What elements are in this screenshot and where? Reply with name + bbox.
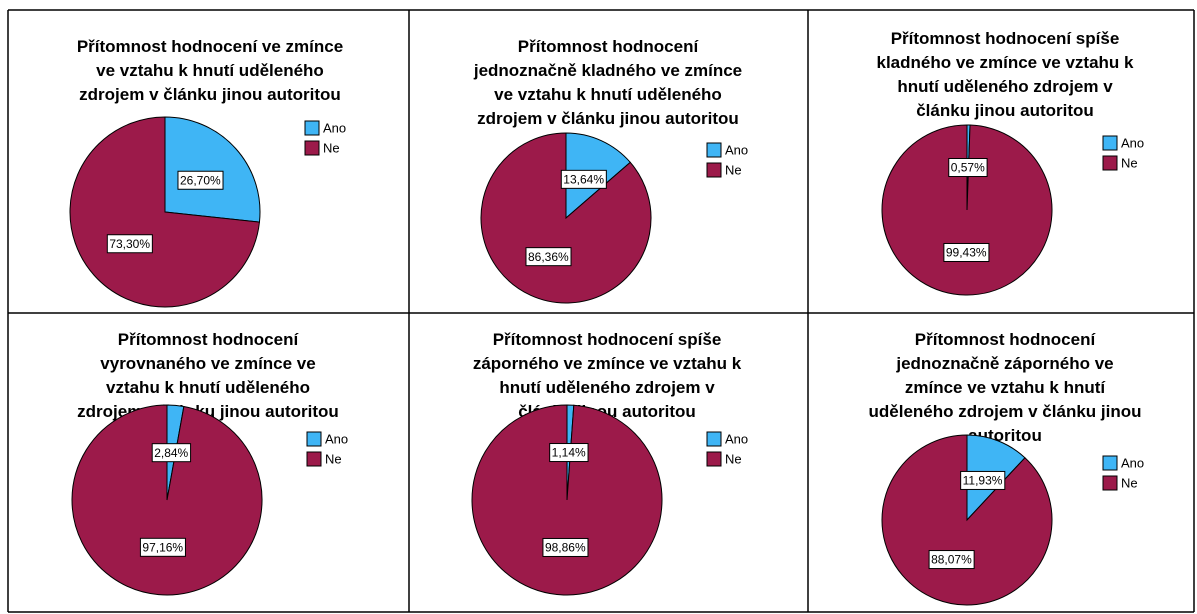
value-label-box: [943, 242, 990, 262]
legend-text: Ne: [725, 451, 742, 466]
legend-swatch: [706, 162, 722, 178]
value-label: 26,70%: [180, 173, 221, 187]
value-label: 2,84%: [154, 446, 188, 460]
legend-text: Ano: [1121, 135, 1144, 150]
chart-title: Přítomnost hodnocení ve zmínce ve vztahu …: [77, 37, 343, 104]
pie-slice: [881, 434, 1053, 606]
value-label: 0,57%: [951, 161, 985, 175]
chart-title: Přítomnost hodnocení jednoznačně kladného…: [473, 37, 742, 128]
value-label: 97,16%: [142, 540, 183, 554]
value-label-box: [151, 443, 192, 463]
pie-slice: [881, 124, 1053, 296]
value-label: 13,64%: [563, 173, 604, 187]
legend-text: Ne: [725, 162, 742, 177]
value-label-box: [139, 537, 186, 557]
legend-text: Ano: [325, 431, 348, 446]
pie-slice: [471, 404, 663, 596]
value-label: 98,86%: [545, 541, 586, 555]
chart-title: Přítomnost hodnocení jednoznačně zápornéh…: [869, 330, 1142, 445]
chart-title: Přítomnost hodnocení spíše kladného ve zm…: [877, 29, 1135, 120]
value-label-box: [177, 170, 224, 190]
pie-slice: [480, 132, 652, 304]
legend-text: Ano: [1121, 455, 1144, 470]
legend-swatch: [1102, 155, 1118, 171]
legend-text: Ano: [725, 142, 748, 157]
value-label-box: [542, 537, 589, 557]
value-label-box: [960, 470, 1006, 490]
legend-text: Ne: [325, 451, 342, 466]
legend-swatch: [706, 142, 722, 158]
legend-swatch: [706, 451, 722, 467]
legend-swatch: [306, 431, 322, 447]
legend-swatch: [1102, 455, 1118, 471]
value-label-box: [928, 550, 975, 570]
legend-text: Ano: [725, 431, 748, 446]
value-label-box: [948, 158, 988, 178]
legend-swatch: [306, 451, 322, 467]
value-label-box: [549, 443, 589, 463]
value-label: 99,43%: [946, 246, 987, 260]
legend-text: Ne: [1121, 475, 1138, 490]
legend-swatch: [706, 431, 722, 447]
legend-text: Ne: [1121, 155, 1138, 170]
legend-swatch: [304, 120, 320, 136]
legend-swatch: [1102, 135, 1118, 151]
value-label: 88,07%: [931, 553, 972, 567]
legend-text: Ano: [323, 120, 346, 135]
value-label: 1,14%: [552, 446, 586, 460]
value-label: 11,93%: [963, 474, 1003, 488]
legend-swatch: [304, 140, 320, 156]
legend-swatch: [1102, 475, 1118, 491]
pie-slice: [69, 116, 261, 308]
value-label-box: [560, 169, 607, 189]
value-label: 73,30%: [109, 237, 150, 251]
value-label: 86,36%: [528, 250, 569, 264]
chart-title: Přítomnost hodnocení vyrovnaného ve zmínc…: [77, 330, 339, 421]
legend-text: Ne: [323, 140, 340, 155]
value-label-box: [106, 234, 153, 254]
pie-slice: [71, 404, 263, 596]
pie-slice: [164, 116, 261, 223]
value-label-box: [525, 247, 572, 267]
